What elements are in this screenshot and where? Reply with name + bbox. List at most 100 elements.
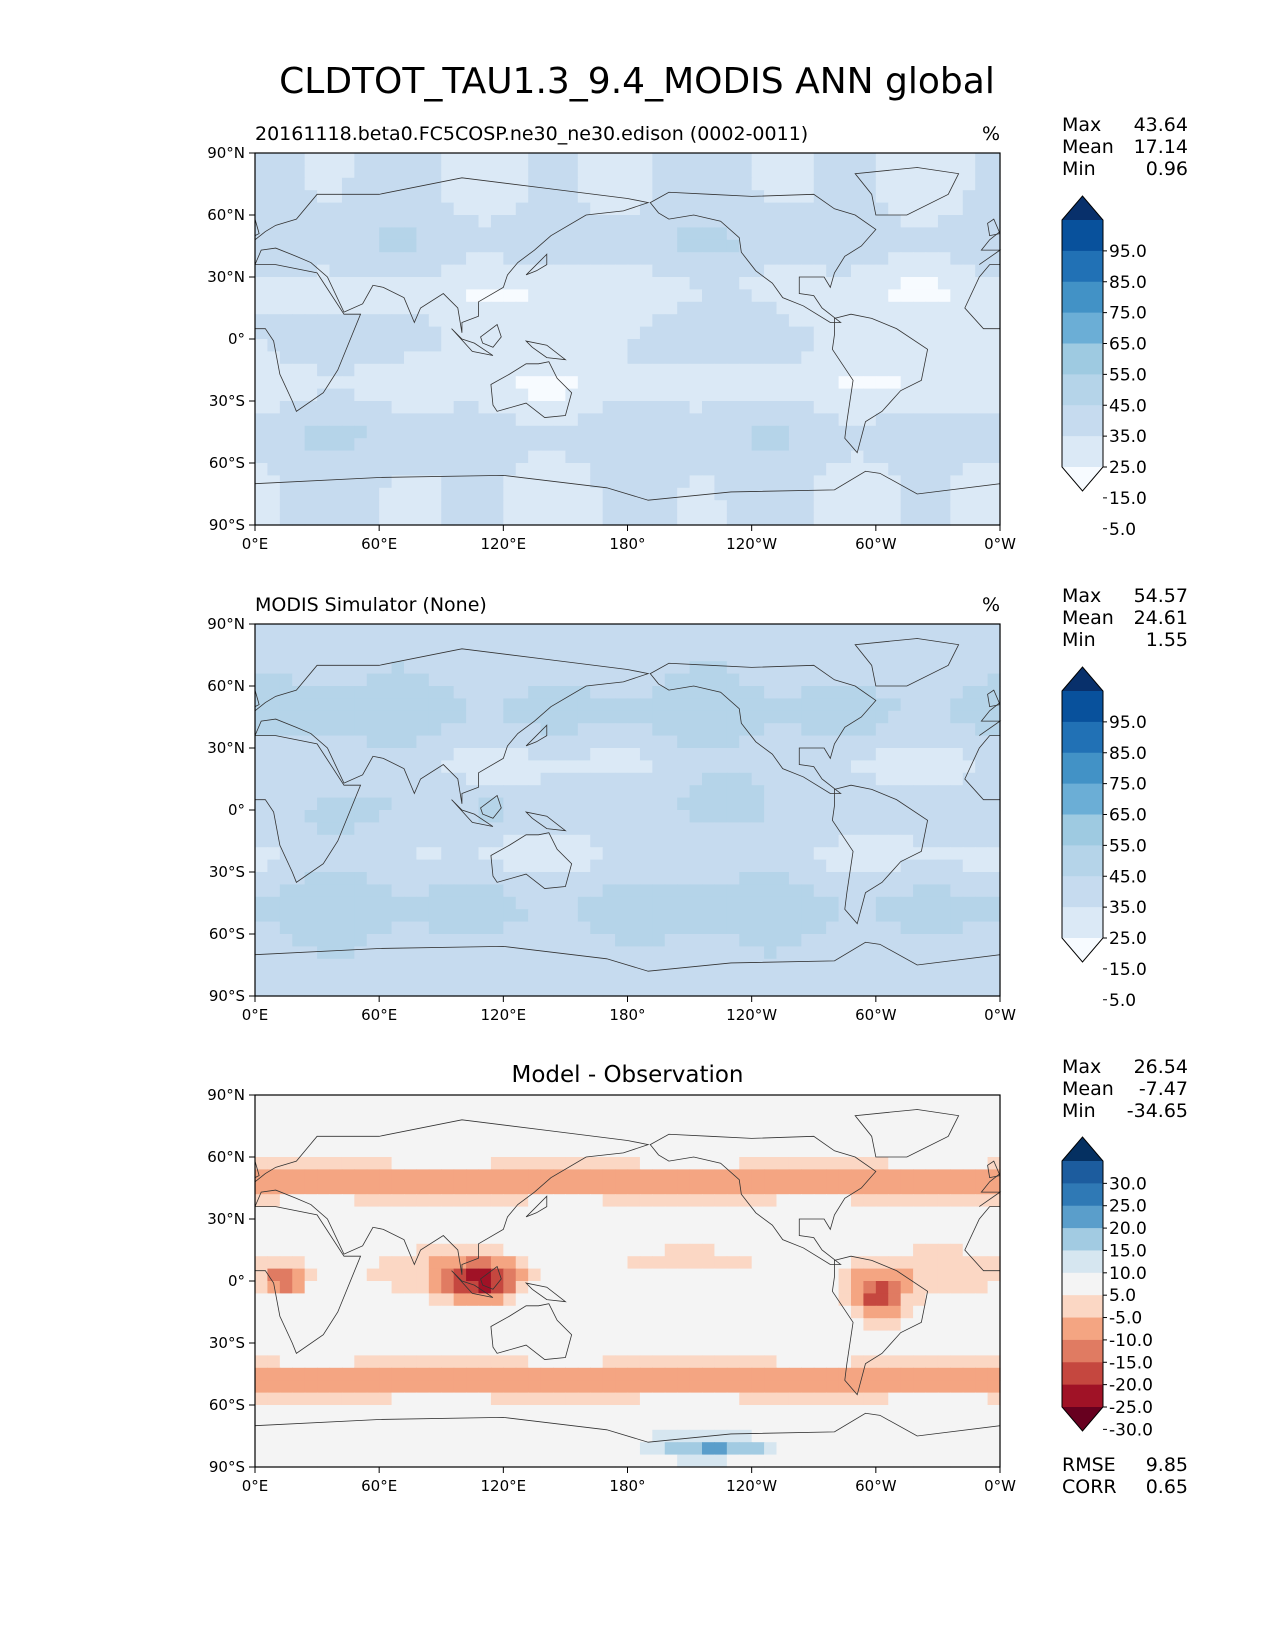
field-cell (987, 215, 1001, 228)
field-cell (925, 797, 939, 811)
field-cell (317, 896, 331, 910)
field-cell (503, 1281, 517, 1294)
field-cell (851, 896, 865, 910)
field-cell (962, 1194, 976, 1208)
field-cell (428, 1206, 442, 1220)
field-cell (453, 934, 467, 947)
field-cell (379, 760, 393, 774)
field-cell (428, 339, 442, 352)
field-cell (416, 1330, 430, 1344)
field-cell (677, 698, 691, 712)
field-cell (826, 153, 840, 166)
field-cell (354, 1095, 368, 1108)
field-cell (801, 872, 815, 885)
field-cell (863, 202, 877, 216)
field-cell (366, 289, 380, 303)
field-cell (975, 227, 989, 241)
field-cell (317, 1169, 331, 1183)
field-cell (801, 413, 815, 427)
field-cell (925, 760, 939, 774)
field-cell (888, 153, 902, 166)
field-cell (379, 834, 393, 848)
field-cell (404, 810, 418, 823)
field-cell (639, 301, 653, 315)
field-cell (900, 785, 914, 799)
field-cell (255, 896, 269, 910)
field-cell (577, 921, 591, 935)
field-cell (379, 946, 393, 960)
field-cell (255, 983, 269, 997)
field-cell (366, 723, 380, 737)
field-cell (888, 388, 902, 402)
field-cell (652, 847, 666, 861)
field-cell (255, 909, 269, 923)
field-cell (354, 177, 368, 191)
field-cell (329, 958, 343, 972)
field-cell (466, 413, 480, 427)
field-cell (652, 735, 666, 749)
field-cell (466, 673, 480, 687)
field-cell (441, 822, 455, 836)
field-cell (776, 450, 790, 464)
field-cell (987, 921, 1001, 935)
field-cell (813, 1256, 827, 1270)
field-cell (304, 301, 318, 315)
field-cell (602, 1206, 616, 1220)
field-cell (354, 884, 368, 898)
field-cell (279, 1095, 293, 1108)
field-cell (341, 289, 355, 303)
field-cell (975, 239, 989, 253)
field-cell (441, 686, 455, 699)
field-cell (615, 698, 629, 712)
field-cell (826, 661, 840, 675)
coastline (524, 811, 567, 832)
field-cell (652, 301, 666, 315)
field-cell (416, 475, 430, 489)
field-cell (602, 673, 616, 687)
panel-1: 0°E 60°E 120°E 180° 120°W 60°W 0°W90°N60°N30°N… (207, 114, 1188, 553)
field-cell (975, 822, 989, 836)
field-cell (267, 983, 281, 997)
field-cell (950, 413, 964, 427)
field-cell (875, 227, 889, 241)
field-cell (851, 314, 865, 328)
field-cell (826, 177, 840, 191)
field-cell (490, 946, 504, 960)
field-cell (801, 1194, 815, 1208)
field-cell (751, 215, 765, 228)
field-cell (739, 834, 753, 848)
field-cell (267, 487, 281, 501)
field-cell (788, 686, 802, 699)
field-cell (565, 153, 579, 166)
field-cell (602, 202, 616, 216)
field-cell (900, 1281, 914, 1294)
field-cell (900, 239, 914, 253)
field-cell (590, 1206, 604, 1220)
field-cell (453, 438, 467, 452)
field-cell (490, 165, 504, 179)
field-cell (590, 636, 604, 650)
field-cell (441, 710, 455, 724)
field-cell (490, 177, 504, 191)
field-cell (292, 636, 306, 650)
field-cell (528, 971, 542, 985)
field-cell (739, 1144, 753, 1158)
field-cell (702, 1169, 716, 1183)
field-cell (279, 1305, 293, 1319)
field-cell (503, 165, 517, 179)
y-tick-label: 60°N (207, 206, 245, 224)
field-cell (739, 624, 753, 637)
field-cell (453, 946, 467, 960)
field-cell (838, 698, 852, 712)
field-cell (838, 847, 852, 861)
field-cell (441, 735, 455, 749)
field-cell (677, 772, 691, 786)
field-cell (925, 785, 939, 799)
field-cell (404, 438, 418, 452)
field-cell (391, 698, 405, 712)
field-cell (664, 190, 678, 204)
field-cell (962, 239, 976, 253)
field-cell (950, 1095, 964, 1108)
field-cell (317, 165, 331, 179)
field-cell (888, 438, 902, 452)
